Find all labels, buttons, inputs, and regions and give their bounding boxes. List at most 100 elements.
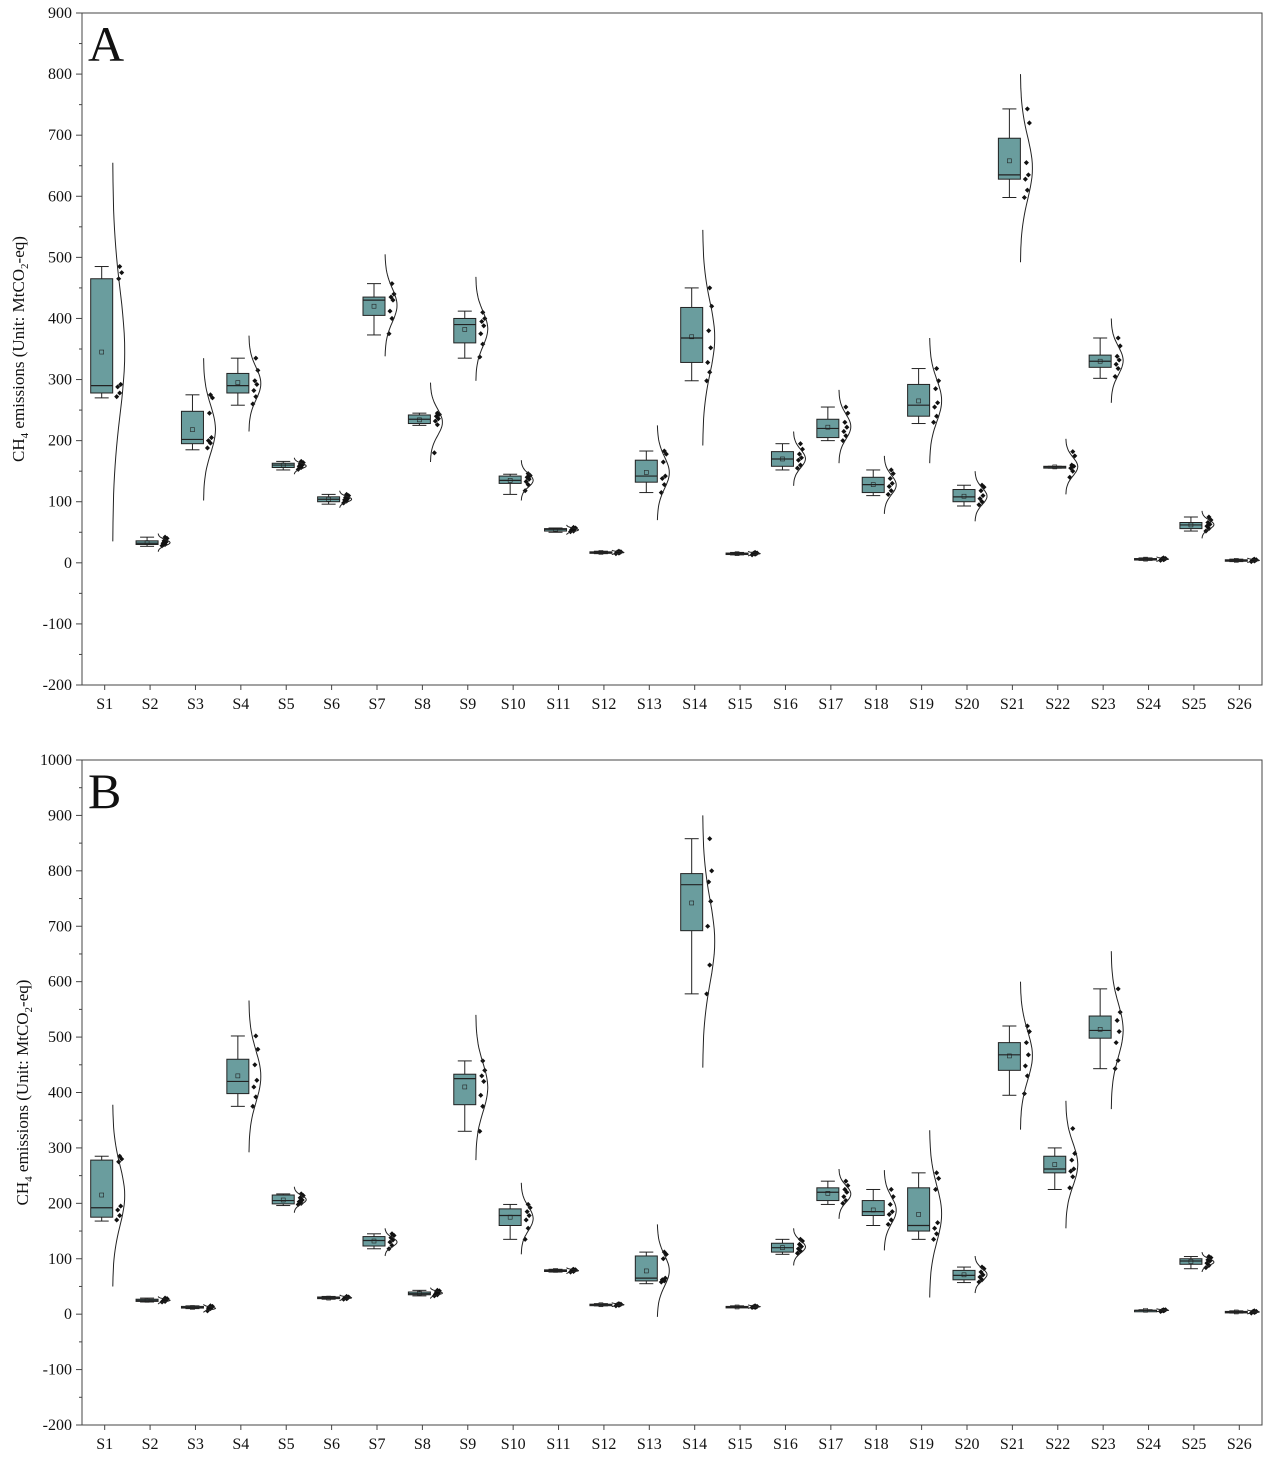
- box-iqr: [226, 372, 250, 394]
- distribution-curve: [1110, 318, 1124, 403]
- data-point: [885, 491, 891, 497]
- box-s3: [180, 1303, 217, 1314]
- mean-marker: [1188, 522, 1194, 528]
- mean-marker: [1052, 1162, 1058, 1167]
- data-point: [388, 294, 394, 300]
- y-tick-label: -200: [43, 1417, 72, 1434]
- mean-marker: [825, 1191, 831, 1196]
- data-point: [114, 394, 120, 400]
- box-s23: [1088, 318, 1124, 403]
- data-point: [1114, 353, 1120, 359]
- box-s1: [90, 1104, 126, 1287]
- distribution-curve: [248, 335, 262, 432]
- mean-marker: [417, 1290, 422, 1296]
- mean-marker: [689, 900, 694, 906]
- data-point: [887, 475, 893, 482]
- data-point: [660, 459, 666, 465]
- box-s20: [952, 1255, 988, 1294]
- mean-marker: [1052, 464, 1058, 470]
- data-point: [707, 836, 713, 842]
- data-point: [254, 1077, 260, 1083]
- data-point: [479, 318, 485, 325]
- y-axis-title-text: emissions (Unit: MtCO: [13, 1012, 32, 1176]
- y-tick-label: 1000: [40, 752, 72, 769]
- x-tick-label: S21: [1000, 696, 1025, 713]
- data-point: [886, 1211, 892, 1217]
- distribution-curve: [929, 337, 943, 464]
- box-s9: [453, 1014, 489, 1161]
- box-s21: [997, 74, 1033, 263]
- y-tick-label: 500: [48, 249, 72, 266]
- box-s2: [135, 533, 171, 552]
- data-point: [1205, 519, 1211, 526]
- data-point: [481, 323, 487, 329]
- x-tick-label: S23: [1091, 1436, 1116, 1453]
- y-tick-label: 400: [48, 1085, 72, 1102]
- distribution-curve: [1020, 74, 1033, 263]
- panel-b-chart: -200 -100 0 100 200 300 400 500 600 700 800 900 1000…: [13, 752, 1263, 1453]
- distribution-curve: [1156, 556, 1170, 562]
- distribution-curve: [1247, 1309, 1260, 1315]
- data-point: [1116, 357, 1122, 363]
- data-point: [1115, 366, 1121, 372]
- box-s19: [907, 1130, 943, 1298]
- y-tick-label: 900: [48, 807, 72, 824]
- distribution-curve: [203, 1303, 217, 1313]
- data-point: [1068, 1168, 1074, 1174]
- mean-marker: [326, 1295, 331, 1301]
- data-point: [1071, 1166, 1077, 1172]
- x-tick-label: S22: [1045, 696, 1070, 713]
- x-tick-label: S23: [1091, 696, 1116, 713]
- mean-marker: [598, 550, 604, 555]
- mean-marker: [598, 1302, 604, 1308]
- x-tick-label: S4: [232, 696, 249, 713]
- mean-marker: [99, 349, 104, 355]
- plot-frame: [81, 12, 1263, 686]
- data-point: [204, 445, 211, 451]
- data-point: [661, 448, 667, 454]
- distribution-curve: [1020, 981, 1033, 1130]
- mean-marker: [1097, 1027, 1103, 1032]
- mean-marker: [916, 398, 921, 404]
- data-point: [478, 331, 484, 337]
- y-tick-label: 800: [48, 863, 72, 880]
- distribution-curve: [339, 1294, 353, 1302]
- box-iqr: [226, 1058, 250, 1095]
- box-s15: [725, 1303, 762, 1311]
- data-point: [297, 1195, 303, 1201]
- mean-marker: [417, 417, 422, 423]
- box-s22: [1043, 1100, 1079, 1229]
- box-s3: [180, 358, 217, 501]
- x-tick-label: S25: [1181, 1436, 1206, 1453]
- distribution-curve: [520, 460, 534, 501]
- data-point: [1023, 1040, 1029, 1046]
- mean-marker: [553, 1268, 558, 1273]
- x-tick-label: S19: [909, 696, 934, 713]
- data-point: [478, 1092, 484, 1098]
- box-iqr: [498, 1208, 522, 1226]
- mean-marker: [870, 1207, 876, 1213]
- distribution-curve: [430, 382, 443, 463]
- data-point: [1113, 1040, 1119, 1046]
- data-point: [843, 1178, 849, 1184]
- distribution-curve: [747, 550, 761, 557]
- data-point: [932, 404, 938, 410]
- x-tick-label: S19: [909, 1436, 934, 1453]
- box-s11: [544, 1266, 580, 1275]
- distribution-curve: [1201, 510, 1215, 539]
- data-point: [1022, 1063, 1028, 1069]
- x-tick-label: S7: [369, 1436, 386, 1453]
- y-tick-label: 400: [48, 310, 72, 327]
- data-point: [889, 480, 895, 486]
- data-point: [978, 488, 984, 494]
- box-s25: [1179, 510, 1215, 539]
- x-tick-label: S6: [323, 1436, 340, 1453]
- data-point: [1070, 1125, 1076, 1132]
- box-s11: [544, 524, 580, 535]
- x-tick-label: S5: [278, 696, 295, 713]
- box-s22: [1043, 438, 1079, 495]
- x-tick-label: S13: [637, 696, 662, 713]
- data-point: [253, 1033, 259, 1039]
- distribution-curve: [384, 1228, 398, 1257]
- box-iqr: [271, 1194, 295, 1205]
